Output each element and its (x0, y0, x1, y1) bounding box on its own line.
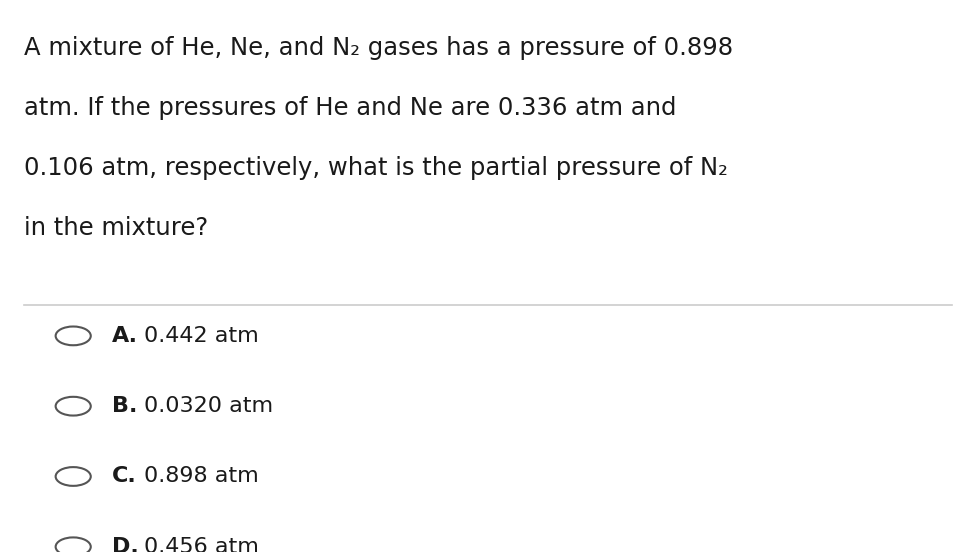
Text: in the mixture?: in the mixture? (24, 216, 209, 240)
Text: 0.0320 atm: 0.0320 atm (144, 396, 273, 416)
Text: B.: B. (112, 396, 138, 416)
Text: 0.442 atm: 0.442 atm (144, 326, 260, 346)
Text: A mixture of He, Ne, and N₂ gases has a pressure of 0.898: A mixture of He, Ne, and N₂ gases has a … (24, 36, 734, 61)
Text: D.: D. (112, 537, 139, 552)
Text: C.: C. (112, 466, 137, 486)
Text: 0.898 atm: 0.898 atm (144, 466, 260, 486)
Text: A.: A. (112, 326, 139, 346)
Text: atm. If the pressures of He and Ne are 0.336 atm and: atm. If the pressures of He and Ne are 0… (24, 97, 677, 120)
Text: 0.106 atm, respectively, what is the partial pressure of N₂: 0.106 atm, respectively, what is the par… (24, 156, 728, 180)
Text: 0.456 atm: 0.456 atm (144, 537, 260, 552)
